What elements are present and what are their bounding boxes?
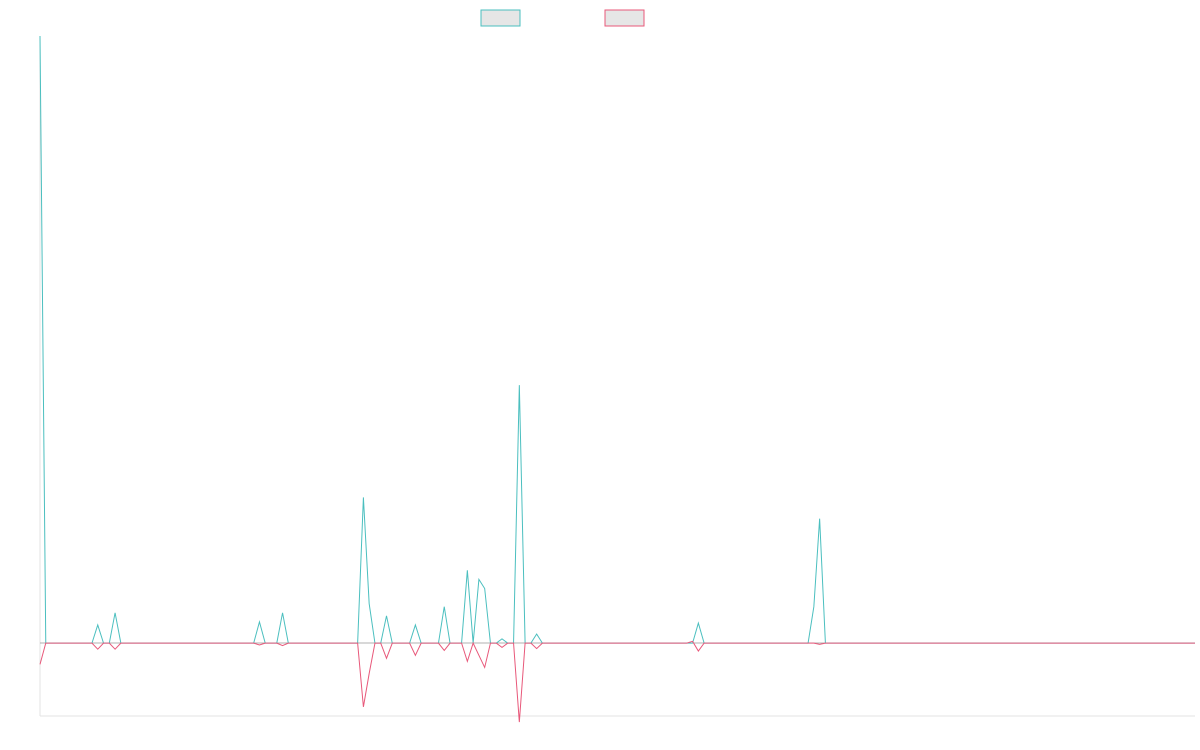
series-layer	[39, 35, 1195, 723]
legend	[480, 9, 645, 27]
legend-swatch-2	[604, 9, 645, 27]
legend-item-1[interactable]	[480, 9, 521, 27]
series-line-1	[39, 35, 1195, 644]
series-line-2	[39, 640, 1195, 723]
legend-item-2[interactable]	[604, 9, 645, 27]
legend-swatch-1	[480, 9, 521, 27]
